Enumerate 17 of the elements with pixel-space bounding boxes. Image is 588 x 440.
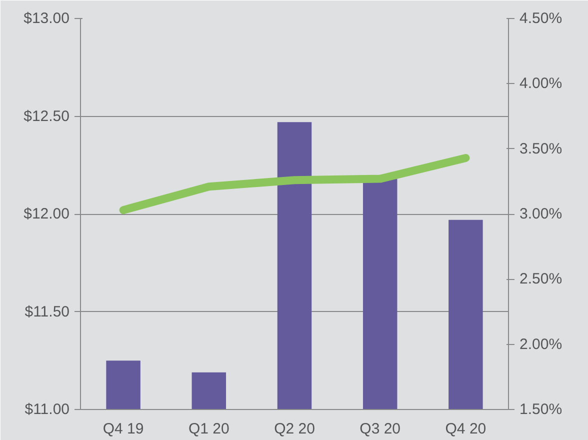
y-tick-label: $11.00 xyxy=(24,401,70,418)
x-tick-label: Q1 20 xyxy=(188,420,230,438)
x-tick-label: Q4 19 xyxy=(102,420,144,438)
y-tick-label: $11.50 xyxy=(24,303,70,320)
y-tick-label: $13.00 xyxy=(24,10,70,27)
y2-tick-label: 2.00% xyxy=(520,336,562,353)
y-tick-label: $12.50 xyxy=(24,108,70,125)
y2-tick-label: 4.50% xyxy=(520,10,562,27)
x-tick-label: Q2 20 xyxy=(274,420,315,438)
y2-tick-label: 2.50% xyxy=(520,270,562,288)
y2-tick-label: 3.00% xyxy=(520,206,562,222)
y2-tick-label: 4.00% xyxy=(520,75,562,92)
y-tick-label: $12.00 xyxy=(24,206,70,222)
y2-tick-label: 3.50% xyxy=(520,140,562,158)
x-tick-label: Q3 20 xyxy=(360,420,401,438)
x-tick-label: Q4 20 xyxy=(445,420,486,438)
y2-tick-label: 1.50% xyxy=(520,401,562,418)
